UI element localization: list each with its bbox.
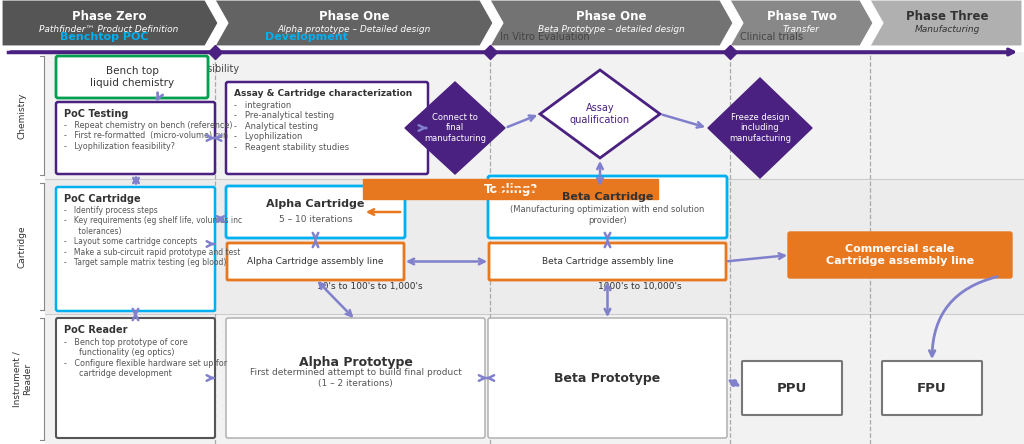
Text: In Vitro Evaluation: In Vitro Evaluation bbox=[500, 32, 590, 42]
Text: PPU: PPU bbox=[777, 381, 807, 395]
Polygon shape bbox=[730, 0, 873, 46]
FancyBboxPatch shape bbox=[489, 243, 726, 280]
Text: Phase One: Phase One bbox=[577, 11, 647, 24]
Text: Benchtop POC: Benchtop POC bbox=[60, 32, 148, 42]
Text: Phase Zero: Phase Zero bbox=[72, 11, 146, 24]
Text: PoC Reader: PoC Reader bbox=[63, 325, 128, 335]
Text: Alpha Cartridge assembly line: Alpha Cartridge assembly line bbox=[247, 257, 384, 266]
Polygon shape bbox=[2, 0, 218, 46]
Text: Development: Development bbox=[265, 32, 348, 42]
FancyBboxPatch shape bbox=[226, 186, 406, 238]
FancyBboxPatch shape bbox=[788, 232, 1012, 278]
Bar bbox=[45, 52, 1024, 179]
Text: Tooling?: Tooling? bbox=[483, 182, 538, 195]
Polygon shape bbox=[215, 0, 493, 46]
FancyBboxPatch shape bbox=[742, 361, 842, 415]
Bar bbox=[45, 179, 1024, 314]
Text: Beta Prototype – detailed design: Beta Prototype – detailed design bbox=[538, 25, 685, 35]
Text: Phase One: Phase One bbox=[318, 11, 389, 24]
Text: Transfer: Transfer bbox=[783, 25, 820, 35]
FancyBboxPatch shape bbox=[226, 82, 428, 174]
Text: Alpha Cartridge: Alpha Cartridge bbox=[266, 199, 365, 209]
Text: Bench top
liquid chemistry: Bench top liquid chemistry bbox=[90, 66, 174, 88]
Text: Connect to
final
manufacturing: Connect to final manufacturing bbox=[424, 113, 486, 143]
Text: Feasibility: Feasibility bbox=[190, 64, 240, 74]
FancyBboxPatch shape bbox=[56, 187, 215, 311]
Text: 1000's to 10,000's: 1000's to 10,000's bbox=[598, 282, 682, 291]
FancyBboxPatch shape bbox=[56, 102, 215, 174]
Text: 5 – 10 iterations: 5 – 10 iterations bbox=[279, 215, 352, 225]
Text: Assay
qualification: Assay qualification bbox=[570, 103, 630, 125]
Text: Freeze design
including
manufacturing: Freeze design including manufacturing bbox=[729, 113, 791, 143]
FancyBboxPatch shape bbox=[226, 318, 485, 438]
Text: -   integration
-   Pre-analytical testing
-   Analytical testing
-   Lyophiliza: - integration - Pre-analytical testing -… bbox=[234, 101, 349, 151]
Text: Instrument /
Reader: Instrument / Reader bbox=[12, 351, 32, 407]
FancyBboxPatch shape bbox=[488, 176, 727, 238]
Text: Beta Cartridge assembly line: Beta Cartridge assembly line bbox=[542, 257, 674, 266]
Text: Assay & Cartridge characterization: Assay & Cartridge characterization bbox=[234, 89, 413, 98]
Text: Phase Two: Phase Two bbox=[767, 11, 837, 24]
Text: -   Identify process steps
-   Key requirements (eg shelf life, volumes inc
    : - Identify process steps - Key requireme… bbox=[63, 206, 242, 267]
Polygon shape bbox=[870, 0, 1022, 46]
Text: Manufacturing: Manufacturing bbox=[914, 25, 980, 35]
Text: FPU: FPU bbox=[918, 381, 947, 395]
Text: Commercial scale
Cartridge assembly line: Commercial scale Cartridge assembly line bbox=[826, 244, 974, 266]
Polygon shape bbox=[406, 82, 505, 174]
FancyBboxPatch shape bbox=[56, 56, 208, 98]
FancyBboxPatch shape bbox=[227, 243, 404, 280]
Text: (Manufacturing optimization with end solution
provider): (Manufacturing optimization with end sol… bbox=[510, 205, 705, 225]
Text: 10's to 100's to 1,000's: 10's to 100's to 1,000's bbox=[317, 282, 423, 291]
Text: Chemistry: Chemistry bbox=[17, 92, 27, 139]
Polygon shape bbox=[708, 78, 812, 178]
FancyBboxPatch shape bbox=[488, 318, 727, 438]
Text: First determined attempt to build final product
(1 – 2 iterations): First determined attempt to build final … bbox=[250, 369, 462, 388]
Text: -   Bench top prototype of core
      functionality (eg optics)
-   Configure fl: - Bench top prototype of core functional… bbox=[63, 338, 227, 378]
FancyBboxPatch shape bbox=[882, 361, 982, 415]
Text: Phase Three: Phase Three bbox=[906, 11, 988, 24]
Polygon shape bbox=[540, 70, 660, 158]
Bar bbox=[362, 179, 658, 199]
Text: Beta Prototype: Beta Prototype bbox=[554, 372, 660, 385]
Text: PoC Testing: PoC Testing bbox=[63, 109, 128, 119]
FancyBboxPatch shape bbox=[56, 318, 215, 438]
Text: Beta Cartridge: Beta Cartridge bbox=[562, 192, 653, 202]
Text: Cartridge: Cartridge bbox=[17, 225, 27, 268]
Text: PoC Cartridge: PoC Cartridge bbox=[63, 194, 140, 204]
Text: Clinical trials: Clinical trials bbox=[740, 32, 803, 42]
Text: Pathfinder™ Product Definition: Pathfinder™ Product Definition bbox=[39, 25, 178, 35]
Text: -   Repeat chemistry on bench (reference)
-   First re-formatted  (micro-volume): - Repeat chemistry on bench (reference) … bbox=[63, 121, 232, 151]
Polygon shape bbox=[490, 0, 733, 46]
Text: Alpha prototype – Detailed design: Alpha prototype – Detailed design bbox=[278, 25, 431, 35]
Bar bbox=[45, 314, 1024, 444]
Text: Alpha Prototype: Alpha Prototype bbox=[299, 356, 413, 369]
